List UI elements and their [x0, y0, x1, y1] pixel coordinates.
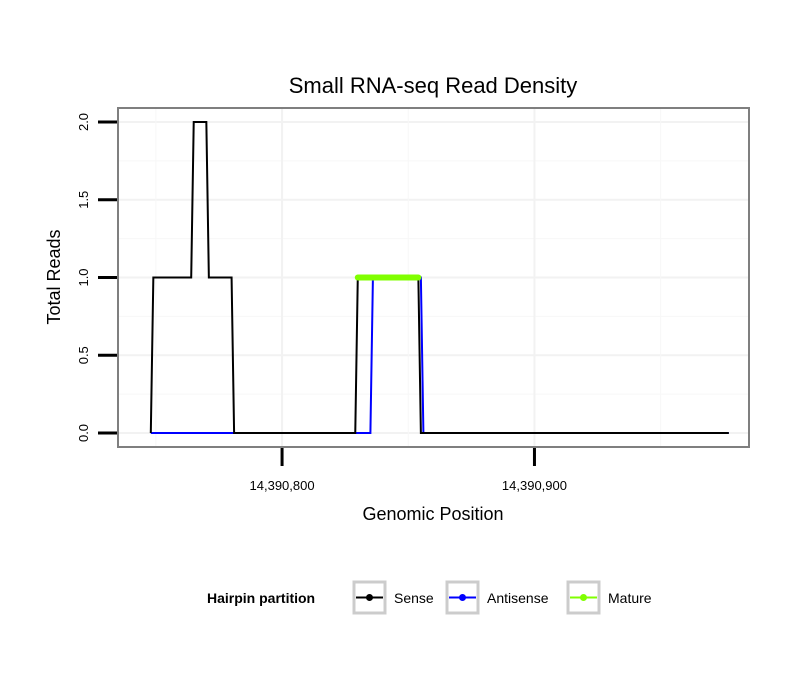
- x-axis-title: Genomic Position: [362, 504, 503, 524]
- legend-label-antisense: Antisense: [487, 590, 549, 606]
- plot-panel: [117, 107, 750, 448]
- legend-key-point-sense: [366, 594, 373, 601]
- legend-label-mature: Mature: [608, 590, 652, 606]
- x-tick-label: 14,390,900: [502, 478, 567, 493]
- legend: Hairpin partition Sense Antisense Mature: [207, 580, 652, 615]
- y-axis: 0.0 0.5 1.0 1.5 2.0: [76, 113, 117, 442]
- legend-key-point-antisense: [459, 594, 466, 601]
- x-tick-label: 14,390,800: [250, 478, 315, 493]
- y-axis-title: Total Reads: [44, 229, 64, 324]
- legend-title: Hairpin partition: [207, 590, 315, 606]
- plot-panel-border: [117, 107, 750, 448]
- series-layer: [149, 121, 729, 434]
- legend-label-sense: Sense: [394, 590, 434, 606]
- legend-key-point-mature: [580, 594, 587, 601]
- y-tick-label: 1.5: [76, 191, 91, 209]
- chart-title: Small RNA-seq Read Density: [289, 73, 578, 98]
- x-gridlines: [155, 108, 662, 447]
- y-tick-label: 0.0: [76, 424, 91, 442]
- legend-entries: Sense Antisense Mature: [352, 580, 652, 615]
- y-tick-label: 0.5: [76, 346, 91, 364]
- y-tick-label: 1.0: [76, 268, 91, 286]
- x-axis: 14,390,800 14,390,900: [250, 448, 567, 493]
- y-tick-label: 2.0: [76, 113, 91, 131]
